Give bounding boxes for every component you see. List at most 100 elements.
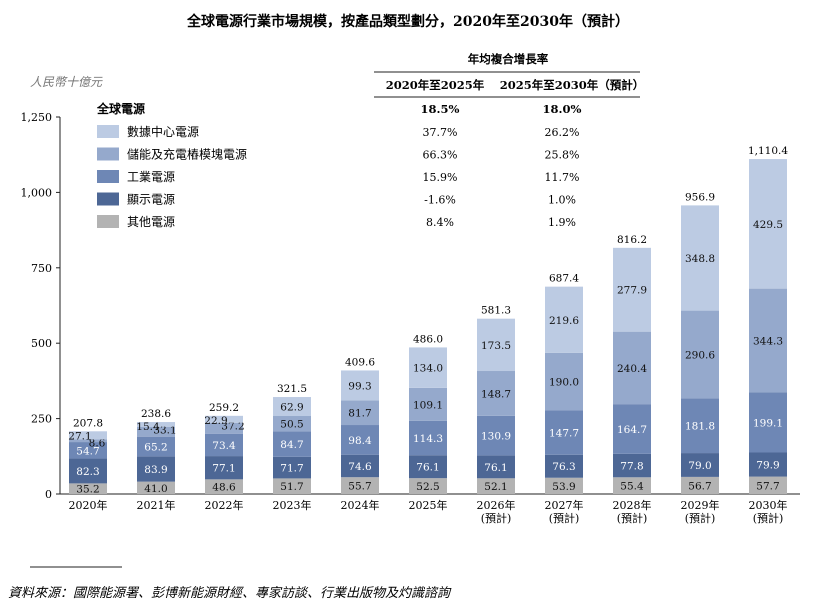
- bar-segment: [681, 476, 719, 494]
- bar-segment: [477, 371, 515, 416]
- segment-label: 48.6: [212, 482, 236, 494]
- segment-label: 53.9: [552, 481, 575, 493]
- segment-label: 290.6: [685, 349, 715, 361]
- bar-segment: [749, 159, 787, 289]
- cagr-title: 年均複合增長率: [468, 52, 549, 66]
- x-tick-label: 2022年: [205, 498, 244, 512]
- segment-label: 62.9: [280, 402, 303, 414]
- total-label: 259.2: [209, 402, 239, 414]
- x-tick-label: (預計): [549, 511, 580, 525]
- cagr-value-period-2: 11.7%: [545, 171, 580, 184]
- total-label: 321.5: [277, 383, 307, 395]
- segment-label: 33.1: [153, 425, 176, 437]
- bar-segment: [69, 483, 107, 494]
- bar-segment: [545, 454, 583, 478]
- segment-label: 79.9: [756, 460, 779, 472]
- total-label: 207.8: [73, 417, 103, 429]
- bar-segment: [341, 425, 379, 455]
- total-label: 238.6: [141, 408, 171, 420]
- segment-label: 55.4: [620, 481, 644, 493]
- bar-segment: [409, 455, 447, 479]
- cagr-value-period-1: 66.3%: [423, 149, 458, 162]
- segment-label: 76.3: [552, 461, 575, 473]
- legend-label: 數據中心電源: [127, 124, 199, 139]
- bar-segment: [409, 347, 447, 388]
- segment-label: 148.7: [481, 388, 511, 400]
- bar-segment: [681, 310, 719, 399]
- segment-label: 240.4: [617, 363, 647, 375]
- y-tick-label: 0: [45, 488, 52, 501]
- bar-segment: [69, 431, 107, 440]
- segment-label: 79.0: [688, 460, 711, 472]
- bar-segment: [613, 453, 651, 478]
- bar-segment: [613, 404, 651, 454]
- bar-segment: [137, 426, 175, 437]
- cagr-value-period-1: 37.7%: [423, 126, 458, 139]
- legend-swatch: [97, 147, 119, 161]
- x-tick-label: 2023年: [273, 498, 312, 512]
- bar-segment: [749, 288, 787, 393]
- legend-swatch: [97, 125, 119, 138]
- segment-label: 83.9: [144, 464, 167, 476]
- segment-label: 219.6: [549, 315, 579, 327]
- segment-label: 429.5: [753, 219, 783, 231]
- x-tick-label: 2020年: [69, 498, 108, 512]
- total-label: 486.0: [413, 333, 443, 345]
- x-tick-label: (預計): [685, 511, 716, 525]
- bar-segment: [681, 453, 719, 477]
- legend-label: 顯示電源: [127, 193, 175, 207]
- x-tick-label: 2021年: [137, 498, 176, 512]
- segment-label: 56.7: [688, 480, 711, 492]
- segment-label: 77.1: [212, 463, 235, 475]
- bar-segment: [477, 455, 515, 479]
- x-tick-label: 2025年: [409, 498, 448, 512]
- legend-title: 全球電源: [96, 101, 145, 116]
- segment-label: 37.2: [221, 421, 244, 433]
- cagr-value-period-1: -1.6%: [424, 194, 456, 207]
- bar-segment: [137, 456, 175, 482]
- segment-label: 173.5: [481, 340, 511, 352]
- bar-segment: [613, 247, 651, 332]
- segment-label: 76.1: [416, 462, 439, 474]
- segment-label: 190.0: [549, 377, 579, 389]
- segment-label: 81.7: [348, 408, 371, 420]
- x-tick-label: (預計): [617, 511, 648, 525]
- cagr-header: 年均複合增長率 2020年至2025年 2025年至2030年（預計）: [374, 52, 644, 98]
- cagr-value-period-1: 15.9%: [423, 171, 458, 184]
- bar-segment: [545, 410, 583, 455]
- segment-label: 41.0: [144, 483, 167, 495]
- cagr-value-period-2: 25.8%: [545, 149, 580, 162]
- bar-segment: [341, 370, 379, 401]
- segment-label: 76.1: [484, 462, 507, 474]
- x-tick-label: 2030年: [749, 498, 788, 512]
- segment-label: 8.6: [89, 437, 106, 449]
- segment-label: 114.3: [413, 433, 443, 445]
- segment-label: 50.5: [280, 419, 303, 431]
- bar-segment: [477, 478, 515, 494]
- legend-label: 工業電源: [127, 170, 175, 184]
- bar-segment: [341, 400, 379, 426]
- bar-segment: [69, 439, 107, 443]
- bar-segment: [613, 331, 651, 405]
- bar-segment: [341, 454, 379, 478]
- segment-label: 52.5: [416, 481, 439, 493]
- total-label: 687.4: [549, 273, 579, 285]
- legend-swatch: [97, 192, 119, 206]
- segment-label: 35.2: [76, 484, 99, 496]
- bar-segment: [137, 481, 175, 494]
- segment-label: 74.6: [348, 461, 372, 473]
- cagr-value-period-2: 26.2%: [545, 126, 580, 139]
- legend: 數據中心電源 37.7% 26.2% 儲能及充電樁模塊電源 66.3% 25.8% 工業電源…: [97, 124, 579, 229]
- segment-label: 51.7: [280, 481, 303, 493]
- x-tick-label: 2026年: [477, 498, 516, 512]
- total-label: 956.9: [685, 191, 715, 203]
- segment-label: 84.7: [280, 439, 303, 451]
- total-label: 1,110.4: [748, 145, 788, 157]
- bar-segment: [137, 436, 175, 457]
- segment-label: 73.4: [212, 440, 236, 452]
- bar-segment: [69, 458, 107, 484]
- y-tick-label: 1,000: [21, 186, 53, 199]
- total-label: 581.3: [481, 305, 511, 317]
- legend-swatch: [97, 170, 119, 183]
